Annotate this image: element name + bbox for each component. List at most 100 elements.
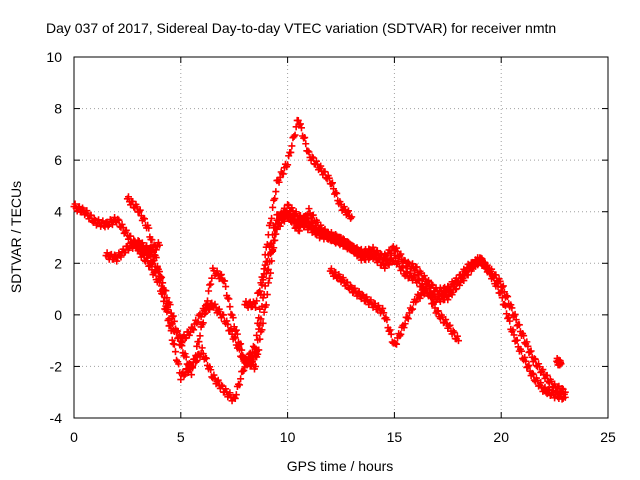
data-point xyxy=(454,337,462,345)
data-point xyxy=(224,320,232,328)
data-point xyxy=(508,304,516,312)
data-point xyxy=(557,360,565,368)
data-point xyxy=(496,277,504,285)
data-point xyxy=(108,221,116,229)
data-point xyxy=(171,348,179,356)
data-point xyxy=(192,358,200,366)
data-point xyxy=(272,220,280,228)
data-point xyxy=(254,336,262,344)
data-point xyxy=(135,237,143,245)
data-point xyxy=(393,340,401,348)
data-point xyxy=(75,203,83,211)
data-point xyxy=(184,369,192,377)
data-point xyxy=(525,361,533,369)
data-point xyxy=(517,347,525,355)
data-point xyxy=(546,391,554,399)
data-point xyxy=(381,264,389,272)
data-point xyxy=(513,336,521,344)
data-point xyxy=(309,211,317,219)
data-point xyxy=(226,326,234,334)
data-point xyxy=(348,283,356,291)
data-point xyxy=(429,299,437,307)
data-point xyxy=(145,224,153,232)
data-point xyxy=(164,316,172,324)
data-point xyxy=(285,210,293,218)
data-point xyxy=(492,271,500,279)
data-point xyxy=(166,322,174,330)
data-point xyxy=(524,342,532,350)
data-point xyxy=(232,326,240,334)
data-point xyxy=(140,215,148,223)
data-point xyxy=(193,342,201,350)
chart-title: Day 037 of 2017, Sidereal Day-to-day VTE… xyxy=(46,20,556,36)
data-point xyxy=(213,377,221,385)
data-point xyxy=(255,325,263,333)
data-point xyxy=(263,266,271,274)
data-point xyxy=(253,331,261,339)
data-point xyxy=(284,161,292,169)
data-point xyxy=(498,283,506,291)
data-point xyxy=(239,367,247,375)
data-point xyxy=(210,371,218,379)
data-point xyxy=(358,252,366,260)
data-point xyxy=(83,207,91,215)
y-tick-label: 4 xyxy=(54,204,62,220)
data-point xyxy=(356,247,364,255)
data-point xyxy=(290,212,298,220)
data-point xyxy=(434,307,442,315)
data-point xyxy=(504,293,512,301)
data-point xyxy=(226,303,234,311)
data-points xyxy=(70,116,569,405)
data-point xyxy=(348,213,356,221)
data-point xyxy=(87,211,95,219)
data-point xyxy=(506,317,514,325)
series-track-c xyxy=(134,116,356,405)
data-point xyxy=(255,289,263,297)
data-point xyxy=(462,269,470,277)
data-point xyxy=(147,260,155,268)
data-point xyxy=(220,311,228,319)
data-point xyxy=(189,325,197,333)
data-point xyxy=(153,262,161,270)
data-point xyxy=(521,353,529,361)
data-point xyxy=(325,174,333,182)
data-point xyxy=(159,290,167,298)
data-point xyxy=(118,220,126,228)
y-tick-label: -4 xyxy=(50,410,63,426)
data-point xyxy=(231,334,239,342)
data-point xyxy=(344,238,352,246)
data-point xyxy=(387,250,395,258)
data-point xyxy=(208,299,216,307)
data-point xyxy=(388,258,396,266)
data-point xyxy=(488,265,496,273)
data-point xyxy=(544,385,552,393)
data-point xyxy=(271,224,279,232)
data-point xyxy=(204,301,211,309)
data-point xyxy=(290,132,298,140)
data-point xyxy=(308,153,316,161)
data-point xyxy=(256,287,264,295)
series-track-g xyxy=(553,354,565,369)
data-point xyxy=(453,332,461,340)
data-point xyxy=(333,189,341,197)
axis-ticks xyxy=(73,56,609,419)
data-point xyxy=(352,245,360,253)
data-point xyxy=(386,326,394,334)
data-point xyxy=(263,257,271,265)
data-point xyxy=(296,120,304,128)
data-point xyxy=(291,131,299,139)
data-point xyxy=(292,208,300,216)
data-point xyxy=(347,246,355,254)
data-point xyxy=(351,284,359,292)
data-point xyxy=(127,232,135,240)
data-point xyxy=(458,274,466,282)
data-point xyxy=(428,281,436,289)
data-point xyxy=(201,309,209,317)
data-point xyxy=(413,263,421,271)
data-point xyxy=(528,369,536,377)
data-point xyxy=(190,326,198,334)
x-tick-label: 0 xyxy=(70,429,78,445)
data-point xyxy=(355,288,363,296)
data-point xyxy=(237,375,245,383)
data-point xyxy=(217,271,225,279)
